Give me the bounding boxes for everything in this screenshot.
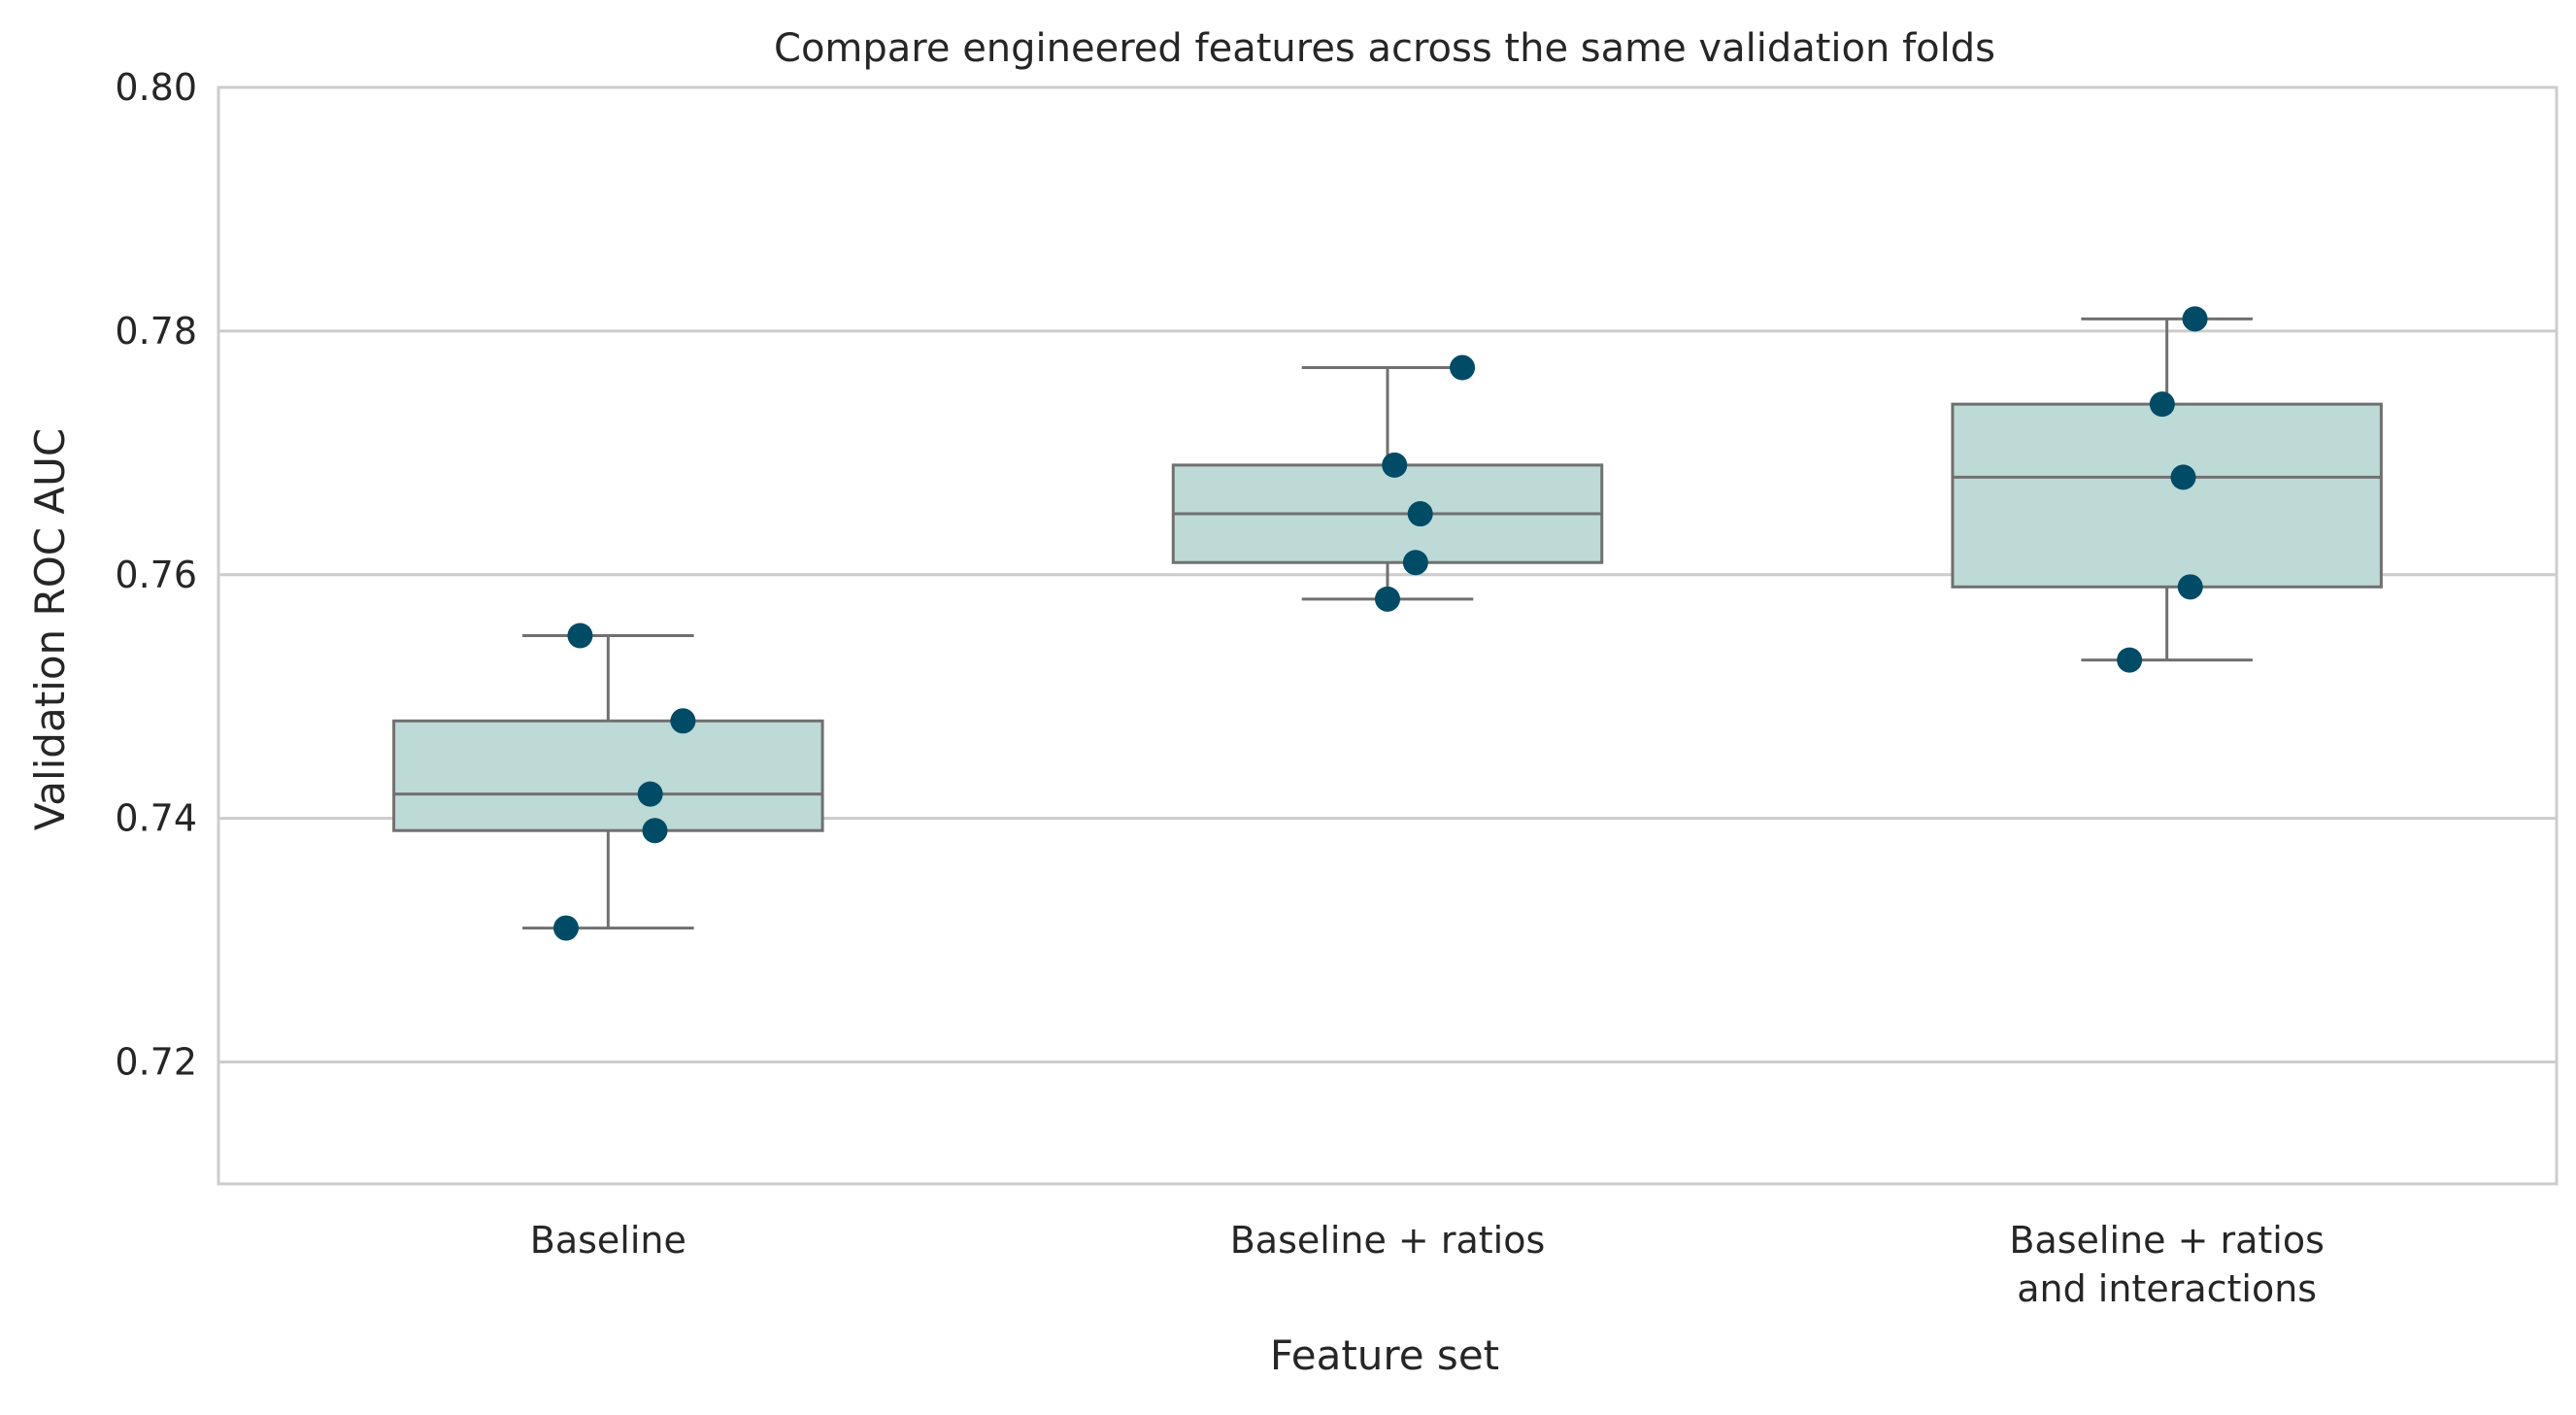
data-point [2177,574,2203,600]
x-tick-label-line: Baseline [530,1219,686,1262]
data-point [1382,452,1408,478]
data-point [1407,501,1433,527]
x-tick-label-line: Baseline + ratios [1230,1219,1546,1262]
data-point [2149,391,2175,418]
x-tick-labels: Baseline Baseline + ratios Baseline + rati… [530,1219,2325,1310]
x-tick-label: Baseline [530,1219,686,1262]
data-point [552,915,579,941]
data-point [567,623,593,649]
x-tick-label-line: Baseline + ratios [2009,1219,2325,1262]
y-tick-label: 0.72 [115,1041,197,1084]
y-tick-label: 0.78 [115,310,197,353]
data-point [1450,354,1476,381]
plot-frame [217,85,2559,1186]
boxes [392,317,2383,930]
box-group [1951,317,2383,662]
y-tick-label: 0.76 [115,554,197,596]
data-point [1402,550,1428,576]
data-point [642,818,668,844]
y-tick-labels: 0.72 0.74 0.76 0.78 0.80 [115,66,197,1084]
data-point [2117,647,2143,673]
data-points [552,306,2208,941]
y-tick-label: 0.74 [115,797,197,840]
iqr-box [1951,402,2383,589]
x-axis-title: Feature set [1270,1331,1499,1379]
chart-title: Compare engineered features across the s… [774,26,1995,71]
y-tick-label: 0.80 [115,66,197,109]
x-tick-label: Baseline + ratios [1230,1219,1546,1262]
data-point [1375,586,1400,612]
data-point [2170,464,2196,490]
iqr-box [392,719,824,832]
data-point [2182,306,2208,332]
x-tick-label: Baseline + ratios and interactions [2009,1219,2325,1310]
x-tick-label-line: and interactions [2017,1267,2317,1310]
data-point [637,781,663,807]
box-group [1171,366,1604,601]
y-axis-title: Validation ROC AUC [26,428,74,830]
data-point [670,708,696,734]
box-group [392,634,824,930]
